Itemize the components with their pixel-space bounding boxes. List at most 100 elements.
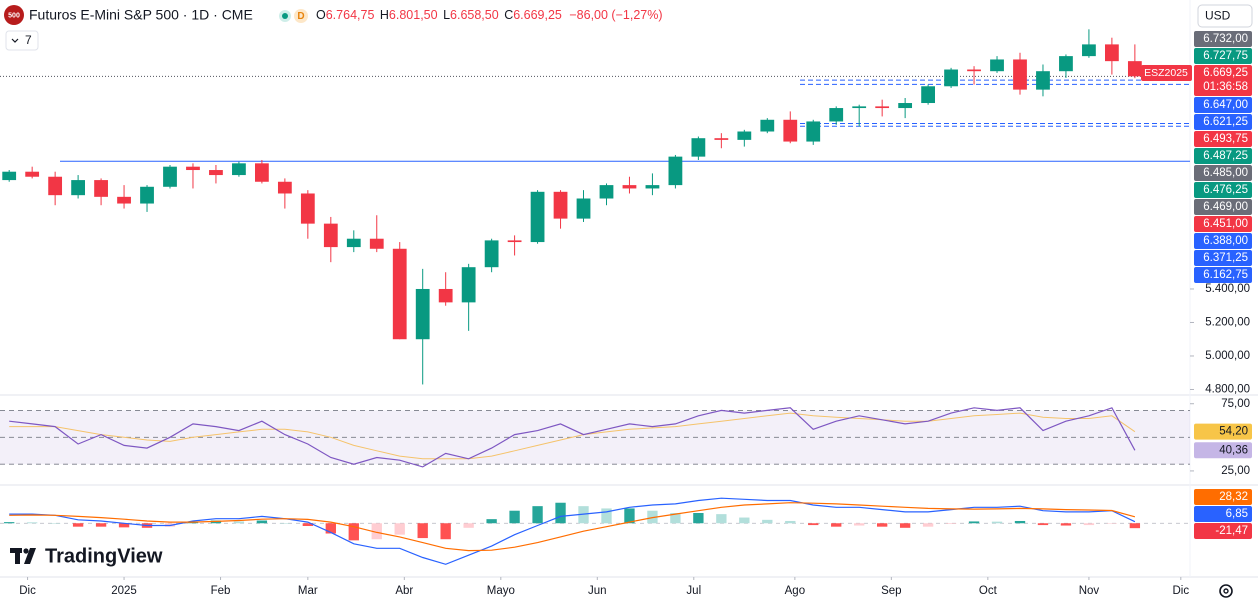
candle-body	[1127, 61, 1142, 77]
indicators-toggle[interactable]	[5, 30, 39, 51]
macd-histogram-bar	[486, 519, 497, 524]
macd-histogram-bar	[532, 506, 543, 524]
macd-histogram-bar	[302, 523, 314, 526]
rsi-tick-label: 75,00	[1221, 398, 1250, 410]
currency-button[interactable]	[1197, 4, 1253, 28]
price-chip	[1194, 131, 1252, 147]
macd-histogram-bar	[463, 523, 474, 528]
price-chip	[1194, 31, 1252, 47]
rsi-chip-label: 54,20	[1219, 426, 1248, 438]
rsi-ma-line	[9, 412, 1136, 460]
chart-title: Futuros E-Mini S&P 500 · 1D · CME	[29, 7, 253, 23]
candle-body	[186, 166, 200, 171]
macd-histogram-bar	[72, 523, 84, 527]
macd-chip	[1194, 523, 1252, 539]
macd-histogram-bar	[647, 510, 658, 524]
status-dot-inner	[282, 13, 288, 19]
candle-body	[944, 69, 958, 87]
macd-histogram-bar	[555, 502, 566, 524]
macd-histogram-bar	[325, 523, 336, 534]
x-tick-label: Jul	[686, 585, 701, 597]
settings-icon[interactable]	[1219, 584, 1233, 598]
candle-body	[714, 138, 729, 140]
macd-chip-label: 6,85	[1226, 508, 1248, 520]
badge[interactable]	[294, 9, 308, 23]
candle-body	[1013, 59, 1027, 90]
candle-body	[599, 185, 614, 199]
candle-body	[255, 163, 269, 182]
price-chip	[1194, 97, 1252, 113]
macd-histogram-bar	[578, 506, 589, 524]
interval-badge: D	[297, 11, 304, 22]
macd-chip	[1194, 489, 1252, 505]
chevron	[11, 38, 19, 43]
x-tick-label: Oct	[979, 585, 998, 597]
watermark: TradingView	[45, 545, 163, 567]
signal-line	[9, 502, 1136, 552]
price-chip-label: 6.669,25	[1203, 67, 1248, 79]
rsi-line	[9, 407, 1136, 468]
candle-body	[507, 240, 522, 243]
y-tick-label: 5.000,00	[1205, 350, 1250, 362]
macd-histogram-bar	[670, 512, 681, 524]
macd-histogram-bar	[876, 523, 888, 527]
macd-histogram-bar	[348, 523, 359, 541]
candle-body	[1082, 44, 1096, 57]
price-chip	[1194, 148, 1252, 164]
price-chip	[1194, 48, 1252, 64]
price-chip-label: 6.476,25	[1203, 184, 1248, 196]
ohlc-value: 6.764,75	[326, 8, 375, 22]
y-tick-label: 5.400,00	[1205, 283, 1250, 295]
candle-body	[438, 288, 453, 303]
rsi-chip	[1194, 442, 1252, 459]
macd-histogram-bar	[95, 523, 107, 527]
macd-histogram-bar	[440, 523, 451, 540]
x-tick-label: Feb	[211, 585, 231, 597]
candle-body	[1059, 56, 1073, 72]
symbol-tag-label: ESZ2025	[1144, 67, 1188, 79]
macd-histogram-bar	[1014, 520, 1026, 524]
x-tick-label: Abr	[395, 585, 413, 597]
macd-line	[9, 497, 1136, 565]
candle-body	[921, 86, 935, 104]
ohlc-value: 6.669,25	[513, 8, 562, 22]
price-chip	[1194, 182, 1252, 198]
x-tick-label: 2025	[111, 585, 137, 597]
macd-histogram-bar	[945, 523, 957, 524]
price-chip	[1194, 65, 1252, 96]
candle-body	[576, 198, 591, 219]
rsi-chip	[1194, 423, 1252, 440]
candle-body	[760, 119, 775, 132]
macd-histogram-bar	[26, 522, 38, 524]
candle-body	[392, 248, 407, 340]
candle-body	[783, 119, 798, 142]
price-chip-label: 6.732,00	[1203, 33, 1248, 45]
price-chip-label: 6.487,25	[1203, 150, 1248, 162]
macd-histogram-bar	[601, 508, 612, 524]
price-chip	[1194, 199, 1252, 215]
symbol-tag	[1141, 65, 1192, 81]
candle-body	[852, 106, 867, 109]
macd-histogram-bar	[1060, 523, 1072, 526]
candle-body	[668, 156, 683, 186]
candle-body	[1105, 44, 1119, 62]
candle-body	[277, 181, 292, 194]
price-chip-label: 6.451,00	[1203, 218, 1248, 230]
macd-histogram-bar	[417, 523, 428, 539]
price-chip-label: 6.162,75	[1203, 269, 1248, 281]
candle-body	[209, 170, 223, 176]
candle-body	[990, 59, 1004, 72]
candle-body	[415, 288, 430, 340]
price-chip-label: 6.621,25	[1203, 116, 1248, 128]
candle-body	[300, 193, 315, 224]
macd-histogram-bar	[256, 520, 268, 524]
price-chip-label: 6.388,00	[1203, 235, 1248, 247]
price-chip-label: 6.485,00	[1203, 167, 1248, 179]
macd-histogram-bar	[899, 523, 911, 528]
currency: USD	[1205, 9, 1231, 23]
x-tick-label: Mayo	[487, 585, 515, 597]
candle-body	[140, 186, 154, 204]
candle-body	[94, 180, 108, 197]
y-tick-label: 4.800,00	[1205, 384, 1250, 396]
